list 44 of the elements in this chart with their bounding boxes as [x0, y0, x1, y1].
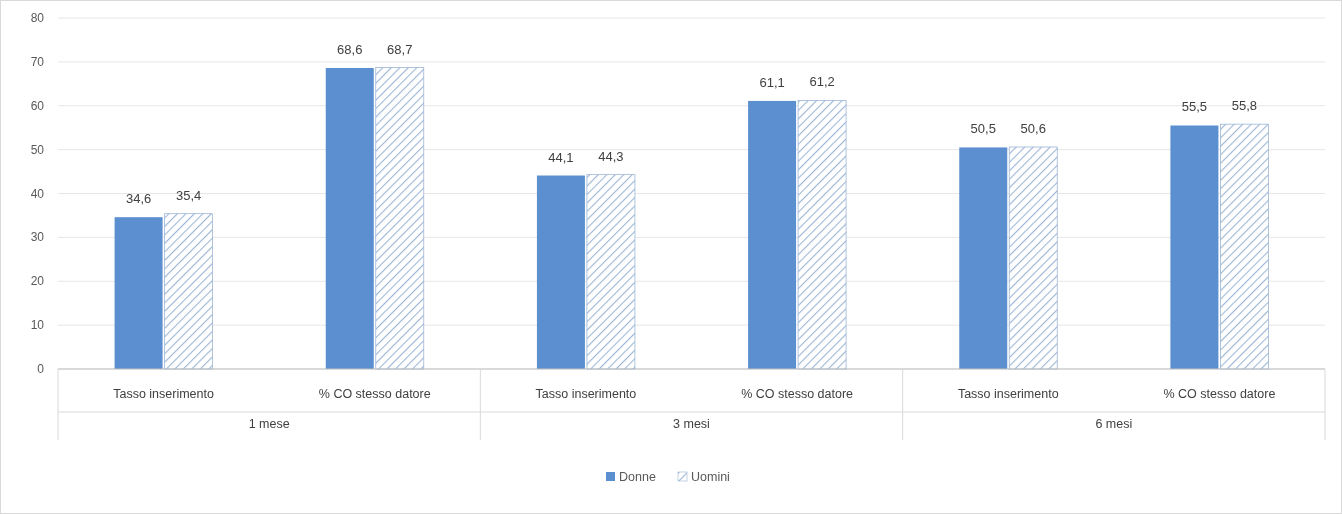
data-label: 68,6: [337, 42, 363, 58]
y-tick-label: 50: [30, 142, 45, 157]
data-label: 55,8: [1231, 98, 1258, 114]
text: 1 mese: [248, 417, 290, 431]
data-label: 44,3: [598, 148, 624, 164]
data-label: 35,4: [175, 187, 202, 203]
x-tick-label: Tasso inserimento: [957, 387, 1059, 401]
bar: [586, 174, 636, 370]
bar: [797, 100, 847, 370]
bar: [164, 213, 213, 370]
bar: [1220, 123, 1269, 370]
legend-label: Donne: [619, 470, 656, 484]
bar: [1008, 146, 1058, 370]
data-label: 68,7: [387, 41, 413, 57]
legend-label: Uomini: [691, 470, 730, 484]
x-tick-label: Tasso inserimento: [535, 387, 637, 401]
data-label: 34,6: [125, 191, 152, 207]
text: 3 mesi: [673, 417, 710, 431]
data-label: 61,2: [809, 74, 835, 90]
y-tick-label: 40: [30, 186, 45, 201]
text: 6 mesi: [1095, 417, 1133, 431]
y-tick-label: 80: [30, 11, 45, 25]
y-tick-label: 30: [30, 230, 45, 245]
bar: [748, 100, 797, 369]
data-label: 55,5: [1181, 99, 1208, 115]
y-tick-label: 10: [30, 318, 45, 333]
x-tick-label: % CO stesso datore: [741, 387, 854, 401]
bar: [325, 68, 374, 369]
bar: [114, 217, 163, 369]
x-tick-label: % CO stesso datore: [1163, 387, 1276, 401]
x-tick-label: % CO stesso datore: [318, 387, 431, 401]
bar: [1170, 125, 1219, 369]
data-label: 61,1: [759, 74, 785, 90]
y-tick-label: 0: [37, 362, 45, 376]
y-tick-label: 60: [30, 98, 45, 113]
data-label: 44,1: [548, 149, 574, 165]
y-tick-label: 20: [30, 274, 45, 289]
bar: [536, 175, 585, 369]
y-tick-label: 70: [30, 54, 45, 69]
x-tick-label: Tasso inserimento: [113, 387, 214, 401]
bar: [959, 147, 1008, 369]
bar: [375, 67, 425, 370]
data-label: 50,6: [1020, 120, 1046, 136]
data-label: 50,5: [970, 121, 996, 137]
